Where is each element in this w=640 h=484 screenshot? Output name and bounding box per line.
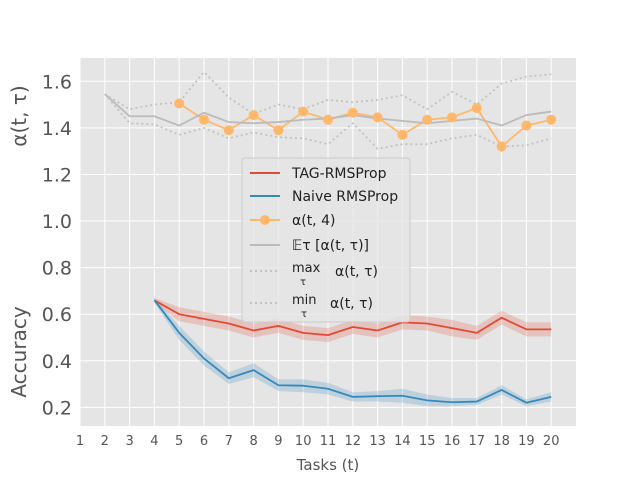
data-point — [546, 114, 557, 125]
x-axis-label: Tasks (t) — [296, 456, 360, 474]
x-tick-label: 13 — [369, 434, 386, 449]
data-point — [422, 114, 433, 125]
y-tick-label: 0.4 — [42, 351, 72, 373]
legend-label-alpha-t4: α(t, 4) — [292, 213, 335, 229]
x-tick-label: 16 — [444, 434, 461, 449]
data-point — [323, 114, 333, 125]
legend-label-max-op: max — [292, 261, 321, 276]
y-tick-label: 0.2 — [42, 397, 72, 419]
x-tick-label: 20 — [543, 434, 560, 449]
data-point — [223, 125, 234, 136]
x-tick-label: 15 — [419, 434, 436, 449]
data-point — [397, 129, 408, 140]
x-tick-label: 19 — [518, 434, 535, 449]
series-markers — [174, 98, 557, 152]
y-tick-label: 1.4 — [42, 118, 72, 140]
y-axis-label-bottom: Accuracy — [7, 306, 31, 397]
x-tick-label: 9 — [274, 434, 282, 449]
x-tick-label: 8 — [249, 434, 257, 449]
series-line-0 — [153, 299, 552, 337]
legend-label-min-sub: τ — [301, 309, 307, 320]
x-tick-label: 11 — [320, 434, 337, 449]
data-point — [471, 103, 482, 114]
x-tick-label: 2 — [101, 434, 109, 449]
legend-marker-alpha-t4 — [260, 215, 270, 225]
data-point — [521, 120, 532, 131]
x-tick-label: 1 — [76, 434, 84, 449]
legend-label-naive-rmsprop: Naive RMSProp — [292, 189, 398, 205]
y-axis-label-top: α(t, τ) — [7, 85, 31, 146]
x-tick-labels: 1 2 3 4 5 6 7 8 9 10 11 12 13 14 15 16 17 18 19 20 — [76, 434, 560, 449]
x-tick-label: 5 — [175, 434, 183, 449]
legend: TAG-RMSProp Naive RMSProp α(t, 4) 𝔼τ [α(… — [241, 157, 411, 323]
x-tick-label: 14 — [394, 434, 411, 449]
legend-label-max-sub: τ — [300, 277, 306, 288]
series-lines — [104, 71, 552, 404]
x-tick-label: 4 — [150, 434, 158, 449]
x-tick-label: 6 — [200, 434, 208, 449]
data-point — [496, 141, 507, 152]
x-tick-label: 12 — [345, 434, 362, 449]
data-point — [298, 106, 309, 117]
legend-box — [241, 157, 411, 323]
data-point — [273, 125, 284, 136]
y-tick-label: 1.0 — [42, 211, 72, 233]
data-point — [372, 112, 383, 123]
data-point — [174, 98, 185, 109]
y-tick-label: 1.6 — [42, 71, 72, 93]
y-tick-label: 0.8 — [42, 258, 72, 280]
y-tick-labels: 0.2 0.4 0.6 0.8 1.0 1.2 1.4 1.6 — [42, 71, 72, 419]
data-point — [347, 107, 358, 118]
data-point — [248, 110, 259, 121]
data-point — [447, 112, 457, 123]
x-tick-label: 7 — [225, 434, 233, 449]
legend-label-max-rest: α(t, τ) — [335, 264, 378, 280]
legend-label-expected-alpha: 𝔼τ [α(t, τ)] — [292, 238, 369, 254]
x-tick-label: 17 — [469, 434, 486, 449]
y-tick-label: 1.2 — [42, 164, 72, 186]
legend-label-tag-rmsprop: TAG-RMSProp — [291, 166, 387, 182]
legend-label-min-rest: α(t, τ) — [330, 296, 373, 312]
series-line-4 — [104, 71, 552, 115]
legend-label-min-op: min — [292, 293, 317, 308]
x-tick-label: 10 — [295, 434, 312, 449]
x-tick-label: 3 — [125, 434, 133, 449]
series-line-1 — [153, 299, 552, 404]
y-tick-label: 0.6 — [42, 304, 72, 326]
x-tick-label: 18 — [493, 434, 510, 449]
data-point — [199, 114, 209, 125]
